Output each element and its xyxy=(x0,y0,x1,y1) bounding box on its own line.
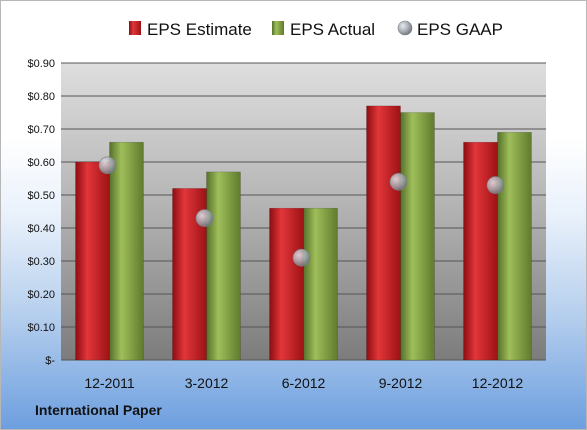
legend-swatch-eps-estimate xyxy=(129,21,141,35)
x-category-label: 12-2012 xyxy=(472,375,524,391)
marker-eps-gaap xyxy=(486,176,505,194)
bars xyxy=(75,105,532,361)
marker-eps-gaap xyxy=(389,173,408,191)
bar-eps-actual xyxy=(497,132,532,361)
y-tick-label: $- xyxy=(45,355,55,367)
gaap-markers xyxy=(98,156,505,267)
marker-eps-gaap xyxy=(292,248,311,267)
y-tick-label: $0.70 xyxy=(27,124,55,136)
legend-label-eps-gaap: EPS GAAP xyxy=(417,20,503,39)
x-axis-categories: 12-2011 3-2012 6-2012 9-2012 12-2012 xyxy=(84,375,523,391)
y-tick-label: $0.30 xyxy=(27,256,55,268)
x-category-label: 3-2012 xyxy=(185,375,229,391)
x-category-label: 9-2012 xyxy=(379,375,423,391)
x-category-label: 12-2011 xyxy=(84,375,135,391)
legend-label-eps-actual: EPS Actual xyxy=(290,20,375,39)
bar-eps-estimate xyxy=(75,161,110,361)
legend: EPS Estimate EPS Actual EPS GAAP xyxy=(129,20,503,39)
bar-eps-actual xyxy=(206,171,241,361)
y-tick-label: $0.10 xyxy=(27,322,55,334)
bar-eps-estimate xyxy=(366,105,401,361)
legend-swatch-eps-gaap xyxy=(397,20,413,36)
legend-swatch-eps-actual xyxy=(272,21,284,35)
legend-label-eps-estimate: EPS Estimate xyxy=(147,20,252,39)
bar-eps-actual xyxy=(303,207,338,361)
y-tick-label: $0.40 xyxy=(27,223,55,235)
marker-eps-gaap xyxy=(195,209,214,227)
bar-eps-actual xyxy=(109,141,144,361)
bar-eps-estimate xyxy=(463,141,498,361)
y-tick-label: $0.90 xyxy=(27,58,55,70)
y-tick-label: $0.50 xyxy=(27,190,55,202)
company-label: International Paper xyxy=(35,402,162,418)
y-tick-label: $0.60 xyxy=(27,157,55,169)
bar-eps-actual xyxy=(400,112,435,361)
y-tick-label: $0.80 xyxy=(27,91,55,103)
bar-eps-estimate xyxy=(269,207,304,361)
y-axis-ticks: $- $0.10 $0.20 $0.30 $0.40 $0.50 $0.60 $0.70 $0.… xyxy=(27,58,55,367)
marker-eps-gaap xyxy=(98,156,117,175)
y-tick-label: $0.20 xyxy=(27,289,55,301)
x-category-label: 6-2012 xyxy=(282,375,326,391)
